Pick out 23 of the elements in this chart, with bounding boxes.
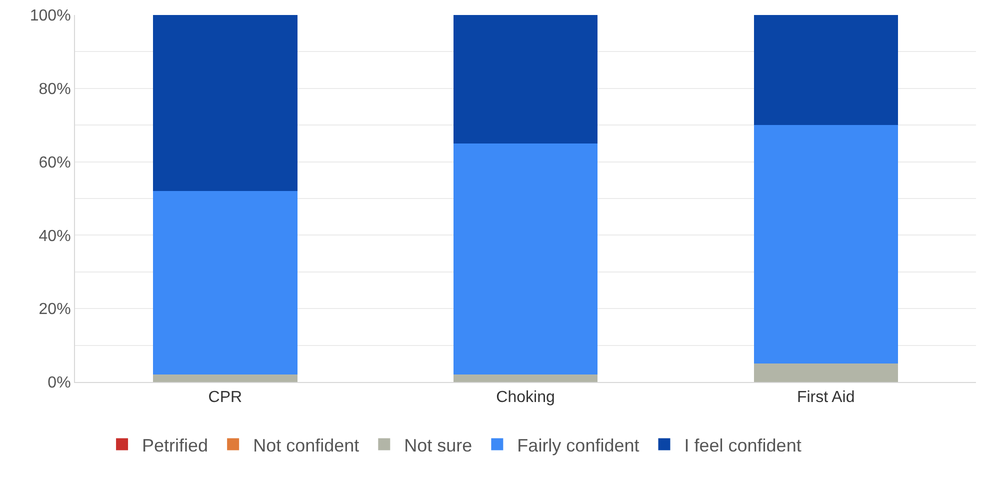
bar [453,15,598,144]
legend-label: Petrified [142,435,208,456]
y-tick-label: 100% [30,8,71,25]
bar [453,143,598,375]
bar [754,15,898,126]
y-tick-label: 60% [38,154,71,172]
y-tick-label: 80% [38,81,71,98]
legend-label: Not confident [253,435,360,456]
y-tick-label: 20% [38,301,71,318]
y-tick-label: 40% [38,228,71,245]
bar [153,374,298,382]
bar [153,15,298,192]
x-tick-label: First Aid [796,389,855,406]
legend-label: Fairly confident [517,435,640,456]
x-tick-label: Choking [496,389,555,406]
bar [153,191,298,375]
legend-label: Not sure [404,435,472,456]
bar [754,125,898,364]
x-tick-label: CPR [208,389,242,406]
bar [453,374,598,382]
bar [754,364,898,382]
y-tick-label: 0% [48,374,71,392]
legend-label: I feel confident [684,435,802,456]
